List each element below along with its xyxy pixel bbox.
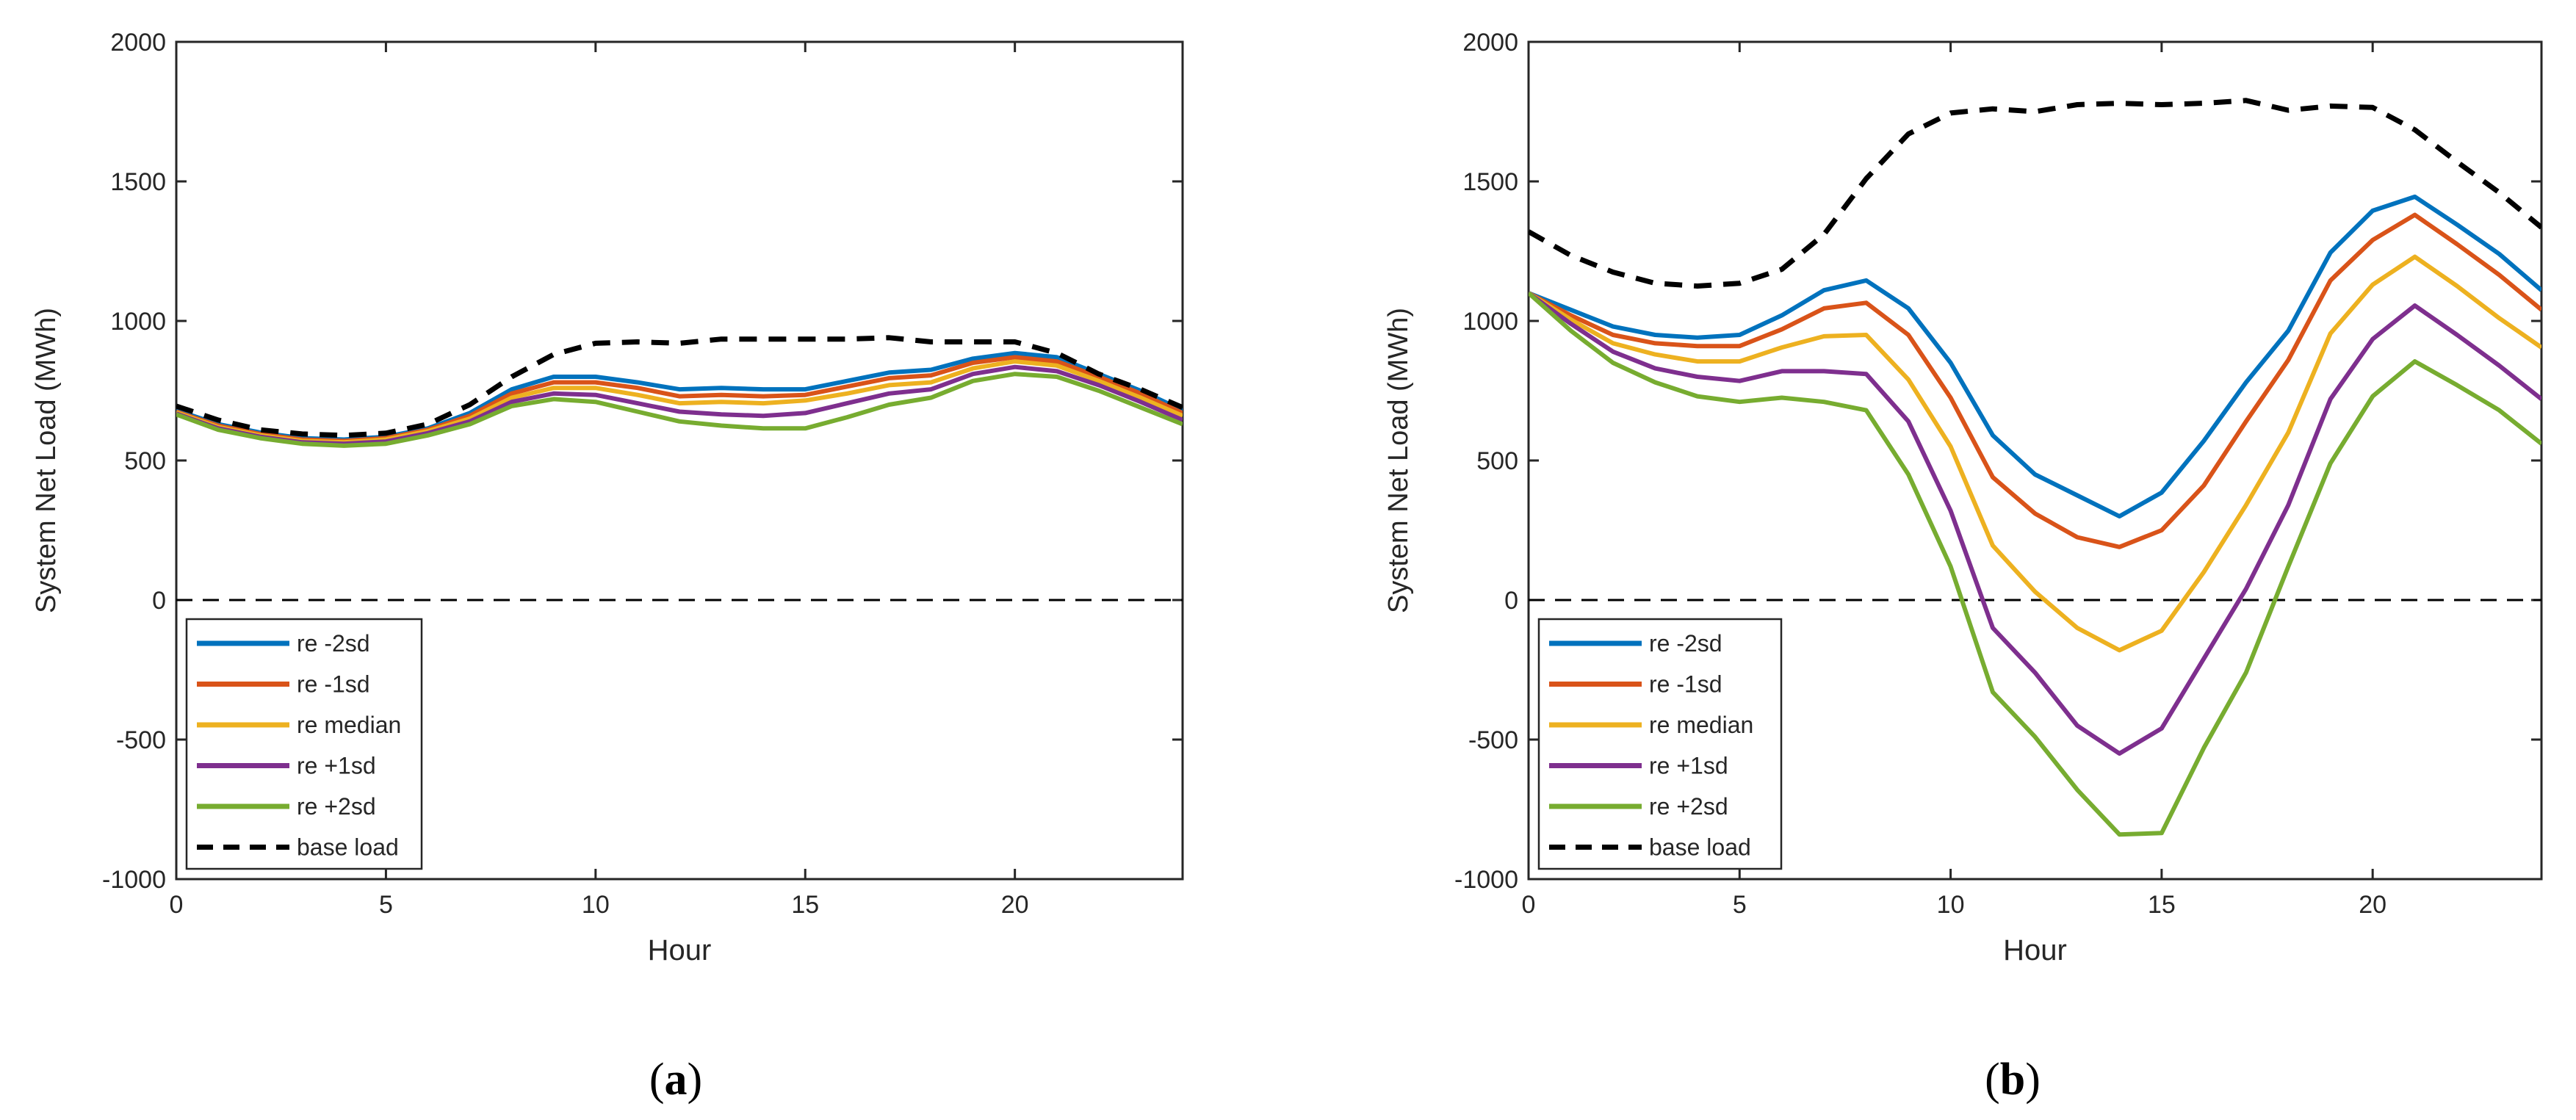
y-tick-label: 1000 (110, 308, 166, 336)
series-line-re-2sd (1529, 194, 2541, 519)
chart-panel-a: -1000 -500 0 500 1000 1500 2000 0 5 10 15 20 Hour Sys… (31, 29, 1184, 1105)
series-group (176, 335, 1183, 448)
x-tick-label: 5 (1733, 891, 1747, 919)
panel-label: (b) (1985, 1055, 2041, 1105)
series-group (1529, 98, 2541, 837)
legend-label: re -1sd (1649, 671, 1722, 698)
y-tick-label: 2000 (1462, 29, 1518, 57)
x-axis-label: Hour (648, 934, 712, 967)
chart-panel-b: -1000 -500 0 500 1000 1500 2000 0 5 10 15 20 Hour Sys… (1383, 29, 2543, 1105)
x-tick-label: 10 (1937, 891, 1965, 919)
panel-label-letter: b (2000, 1055, 2025, 1105)
panel-label-open: ( (1985, 1055, 2000, 1105)
y-tick-label: 1500 (110, 168, 166, 196)
series-line-base-load (176, 335, 1183, 438)
y-tick-label: 500 (124, 447, 166, 475)
x-tick-label: 20 (1001, 891, 1029, 919)
series-line-base-load (1529, 98, 2541, 289)
y-tick-label: 1000 (1462, 308, 1518, 336)
legend-label: re median (297, 712, 401, 738)
legend-label: re +1sd (297, 753, 376, 779)
legend-label: re -1sd (297, 671, 370, 698)
y-tick-label: -500 (116, 726, 166, 754)
legend-label: re +1sd (1649, 753, 1728, 779)
series-line-re-2sd (1529, 291, 2541, 837)
panel-label-letter: a (665, 1055, 688, 1105)
y-axis-label: System Net Load (MWh) (31, 308, 62, 613)
y-tick-label: 0 (1504, 587, 1518, 615)
legend-label: base load (297, 834, 399, 861)
x-tick-label: 5 (379, 891, 393, 919)
x-tick-label: 0 (170, 891, 184, 919)
y-axis-label: System Net Load (MWh) (1383, 308, 1414, 613)
y-tick-label: -1000 (102, 866, 166, 894)
legend-label: re +2sd (297, 793, 376, 820)
panel-label-open: ( (649, 1055, 665, 1105)
y-tick-label: 500 (1476, 447, 1518, 475)
series-line-re-1sd (1529, 212, 2541, 549)
y-tick-label: -1000 (1454, 866, 1518, 894)
panel-label-close: ) (688, 1055, 703, 1105)
legend-label: re -2sd (1649, 630, 1722, 657)
series-line-re-1sd (1529, 291, 2541, 756)
x-tick-label: 10 (582, 891, 610, 919)
panel-label-close: ) (2025, 1055, 2041, 1105)
y-tick-label: 1500 (1462, 168, 1518, 196)
y-tick-label: 0 (152, 587, 166, 615)
series-line-re-median (1529, 254, 2541, 653)
series-line-re-2sd (176, 372, 1183, 448)
legend-label: re +2sd (1649, 793, 1728, 820)
x-tick-label: 20 (2359, 891, 2386, 919)
legend-box (185, 618, 423, 870)
legend-label: re -2sd (297, 630, 370, 657)
legend-label: re median (1649, 712, 1753, 738)
y-tick-label: -500 (1468, 726, 1518, 754)
x-tick-label: 15 (2148, 891, 2176, 919)
x-tick-label: 15 (791, 891, 819, 919)
panel-label: (a) (649, 1055, 702, 1105)
x-tick-label: 0 (1522, 891, 1536, 919)
legend-box (1537, 618, 1783, 870)
legend-label: base load (1649, 834, 1751, 861)
x-axis-label: Hour (2003, 934, 2067, 967)
y-tick-label: 2000 (110, 29, 166, 57)
